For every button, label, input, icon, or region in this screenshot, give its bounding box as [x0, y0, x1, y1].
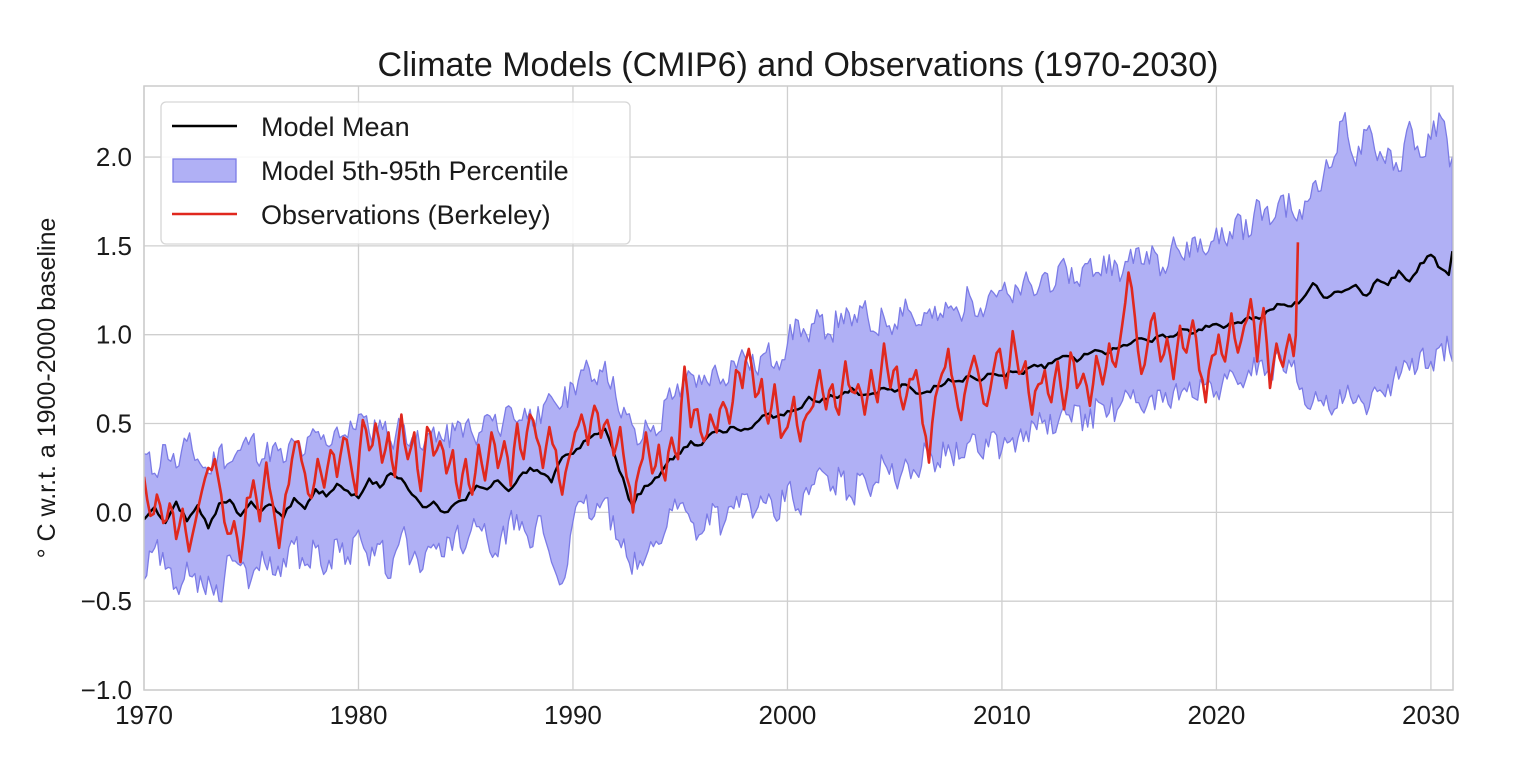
legend-model-mean-label: Model Mean	[261, 112, 410, 142]
x-tick-label: 2010	[973, 700, 1031, 730]
legend-box	[160, 101, 631, 245]
x-tick-label: 1970	[115, 700, 173, 730]
x-tick-label: 2030	[1402, 700, 1460, 730]
x-tick-label: 1980	[330, 700, 388, 730]
y-tick-label: −1.0	[81, 675, 132, 705]
plot-frame	[143, 85, 1454, 691]
legend: Model Mean Model 5th-95th Percentile Obs…	[160, 101, 631, 245]
x-tick-label: 1990	[544, 700, 602, 730]
legend-percentile-swatch	[172, 158, 237, 183]
y-tick-label: 1.0	[96, 320, 132, 350]
y-tick-label: 1.5	[96, 231, 132, 261]
y-axis-ticks: −1.0 −0.5 0.0 0.5 1.0 1.5 2.0	[81, 142, 132, 705]
x-tick-label: 2000	[759, 700, 817, 730]
legend-percentile-label: Model 5th-95th Percentile	[261, 156, 569, 186]
y-tick-label: 2.0	[96, 142, 132, 172]
legend-observations-label: Observations (Berkeley)	[261, 200, 551, 230]
chart-title: Climate Models (CMIP6) and Observations …	[378, 46, 1219, 84]
observations-line	[144, 242, 1300, 564]
x-axis-ticks: 1970 1980 1990 2000 2010 2020 2030	[115, 700, 1460, 730]
y-tick-label: −0.5	[81, 586, 132, 616]
plot-area	[144, 111, 1453, 603]
x-tick-label: 2020	[1188, 700, 1246, 730]
y-tick-label: 0.5	[96, 409, 132, 439]
y-tick-label: 0.0	[96, 497, 132, 527]
y-axis-label: ° C w.r.t. a 1900-2000 baseline	[33, 218, 61, 559]
